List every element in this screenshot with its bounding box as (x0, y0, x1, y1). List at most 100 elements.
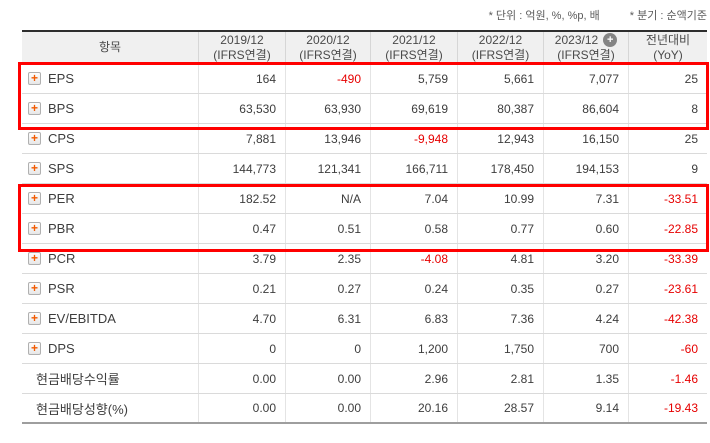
cell-value: 7,881 (198, 124, 285, 153)
cell-value: 144,773 (198, 154, 285, 183)
cell-value: 7.31 (543, 184, 628, 213)
cell-value: 4.81 (457, 244, 543, 273)
row-label: PER (48, 191, 75, 206)
cell-value: 5,759 (370, 64, 457, 93)
cell-value: 80,387 (457, 94, 543, 123)
cell-value: -22.85 (628, 214, 707, 243)
table-row: + PSR 0.21 0.27 0.24 0.35 0.27 -23.61 (22, 274, 707, 304)
cell-value: 0.47 (198, 214, 285, 243)
cell-value: 0 (198, 334, 285, 363)
cell-value: 1.35 (543, 364, 628, 393)
cell-value: 1,200 (370, 334, 457, 363)
table-row: + PCR 3.79 2.35 -4.08 4.81 3.20 -33.39 (22, 244, 707, 274)
row-item-cell: + EV/EBITDA (22, 304, 198, 333)
row-label: PSR (48, 281, 75, 296)
expand-plus-icon[interactable]: + (28, 342, 41, 355)
cell-value: 5,661 (457, 64, 543, 93)
plus-circle-icon[interactable]: + (603, 33, 618, 47)
row-label: EV/EBITDA (48, 311, 116, 326)
cell-value: 20.16 (370, 394, 457, 422)
cell-value: 166,711 (370, 154, 457, 183)
cell-value: 63,930 (285, 94, 370, 123)
cell-value: 0.00 (198, 364, 285, 393)
header-cell-period: 2023/12 + (IFRS연결) (543, 32, 628, 63)
cell-value: 1,750 (457, 334, 543, 363)
cell-value: -9,948 (370, 124, 457, 153)
row-label: 현금배당수익률 (36, 372, 120, 387)
row-label: CPS (48, 131, 75, 146)
cell-value: 0.21 (198, 274, 285, 303)
cell-value: 164 (198, 64, 285, 93)
cell-value: 12,943 (457, 124, 543, 153)
expand-plus-icon[interactable]: + (28, 222, 41, 235)
header-cell-item: 항목 (98, 40, 122, 54)
cell-value: 0.77 (457, 214, 543, 243)
cell-value: 6.83 (370, 304, 457, 333)
table-row: 현금배당성향(%) 0.00 0.00 20.16 28.57 9.14 -19.43 (22, 394, 707, 424)
row-item-cell: + EPS (22, 64, 198, 93)
header-cell-yoy: 전년대비 (YoY) (628, 32, 707, 63)
expand-plus-icon[interactable]: + (28, 132, 41, 145)
expand-plus-icon[interactable]: + (28, 312, 41, 325)
cell-value: 3.20 (543, 244, 628, 273)
table-row: + PER 182.52 N/A 7.04 10.99 7.31 -33.51 (22, 184, 707, 214)
header-cell-period: 2021/12 (IFRS연결) (370, 32, 457, 63)
row-label: PCR (48, 251, 76, 266)
header-cell-period: 2022/12 (IFRS연결) (457, 32, 543, 63)
cell-value: 3.79 (198, 244, 285, 273)
cell-value: 2.81 (457, 364, 543, 393)
cell-value: 0.35 (457, 274, 543, 303)
cell-value: 121,341 (285, 154, 370, 183)
cell-value: 10.99 (457, 184, 543, 213)
cell-value: -33.39 (628, 244, 707, 273)
cell-value: -4.08 (370, 244, 457, 273)
header-standard-label: (IFRS연결) (471, 47, 530, 62)
header-standard-label: (IFRS연결) (557, 47, 615, 62)
cell-value: 0.27 (543, 274, 628, 303)
expand-plus-icon[interactable]: + (28, 252, 41, 265)
header-period-label: 전년대비 (645, 32, 691, 47)
cell-value: 86,604 (543, 94, 628, 123)
expand-plus-icon[interactable]: + (28, 72, 41, 85)
row-label: BPS (48, 101, 75, 116)
cell-value: 0.24 (370, 274, 457, 303)
cell-value: 4.24 (543, 304, 628, 333)
header-standard-label: (YoY) (653, 47, 683, 62)
cell-value: -42.38 (628, 304, 707, 333)
unit-notes: * 단위 : 억원, %, %p, 배 * 분기 : 순액기준 (489, 7, 707, 23)
row-label: 현금배당성향(%) (36, 401, 128, 417)
header-cell-period: 2020/12 (IFRS연결) (285, 32, 370, 63)
cell-value: 0.00 (198, 394, 285, 422)
cell-value: 0.27 (285, 274, 370, 303)
row-item-cell: 현금배당수익률 (22, 364, 198, 393)
note-basis: * 분기 : 순액기준 (629, 10, 707, 22)
expand-plus-icon[interactable]: + (28, 192, 41, 205)
header-standard-label: (IFRS연결) (299, 47, 357, 62)
cell-value: 7.04 (370, 184, 457, 213)
cell-value: -1.46 (628, 364, 707, 393)
expand-plus-icon[interactable]: + (28, 162, 41, 175)
row-item-cell: + DPS (22, 334, 198, 363)
cell-value: 194,153 (543, 154, 628, 183)
cell-value: 69,619 (370, 94, 457, 123)
row-item-cell: 현금배당성향(%) (22, 394, 198, 422)
cell-value: 700 (543, 334, 628, 363)
table-row: + SPS 144,773 121,341 166,711 178,450 194,153 9 (22, 154, 707, 184)
cell-value: 25 (628, 64, 707, 93)
expand-plus-icon[interactable]: + (28, 102, 41, 115)
cell-value: 2.35 (285, 244, 370, 273)
row-item-cell: + CPS (22, 124, 198, 153)
row-label: DPS (48, 341, 75, 356)
header-period-label: 2022/12 (478, 32, 523, 47)
financial-table: 항목 2019/12 (IFRS연결) 2020/12 (IFRS연결) 2021/12… (22, 30, 707, 424)
cell-value: 0.00 (285, 364, 370, 393)
cell-value: 7,077 (543, 64, 628, 93)
expand-plus-icon[interactable]: + (28, 282, 41, 295)
table-row: + BPS 63,530 63,930 69,619 80,387 86,604 8 (22, 94, 707, 124)
cell-value: 0.51 (285, 214, 370, 243)
cell-value: 4.70 (198, 304, 285, 333)
cell-value: N/A (285, 184, 370, 213)
cell-value: -23.61 (628, 274, 707, 303)
table-row: + CPS 7,881 13,946 -9,948 12,943 16,150 25 (22, 124, 707, 154)
header-cell-period: 2019/12 (IFRS연결) (198, 32, 285, 63)
